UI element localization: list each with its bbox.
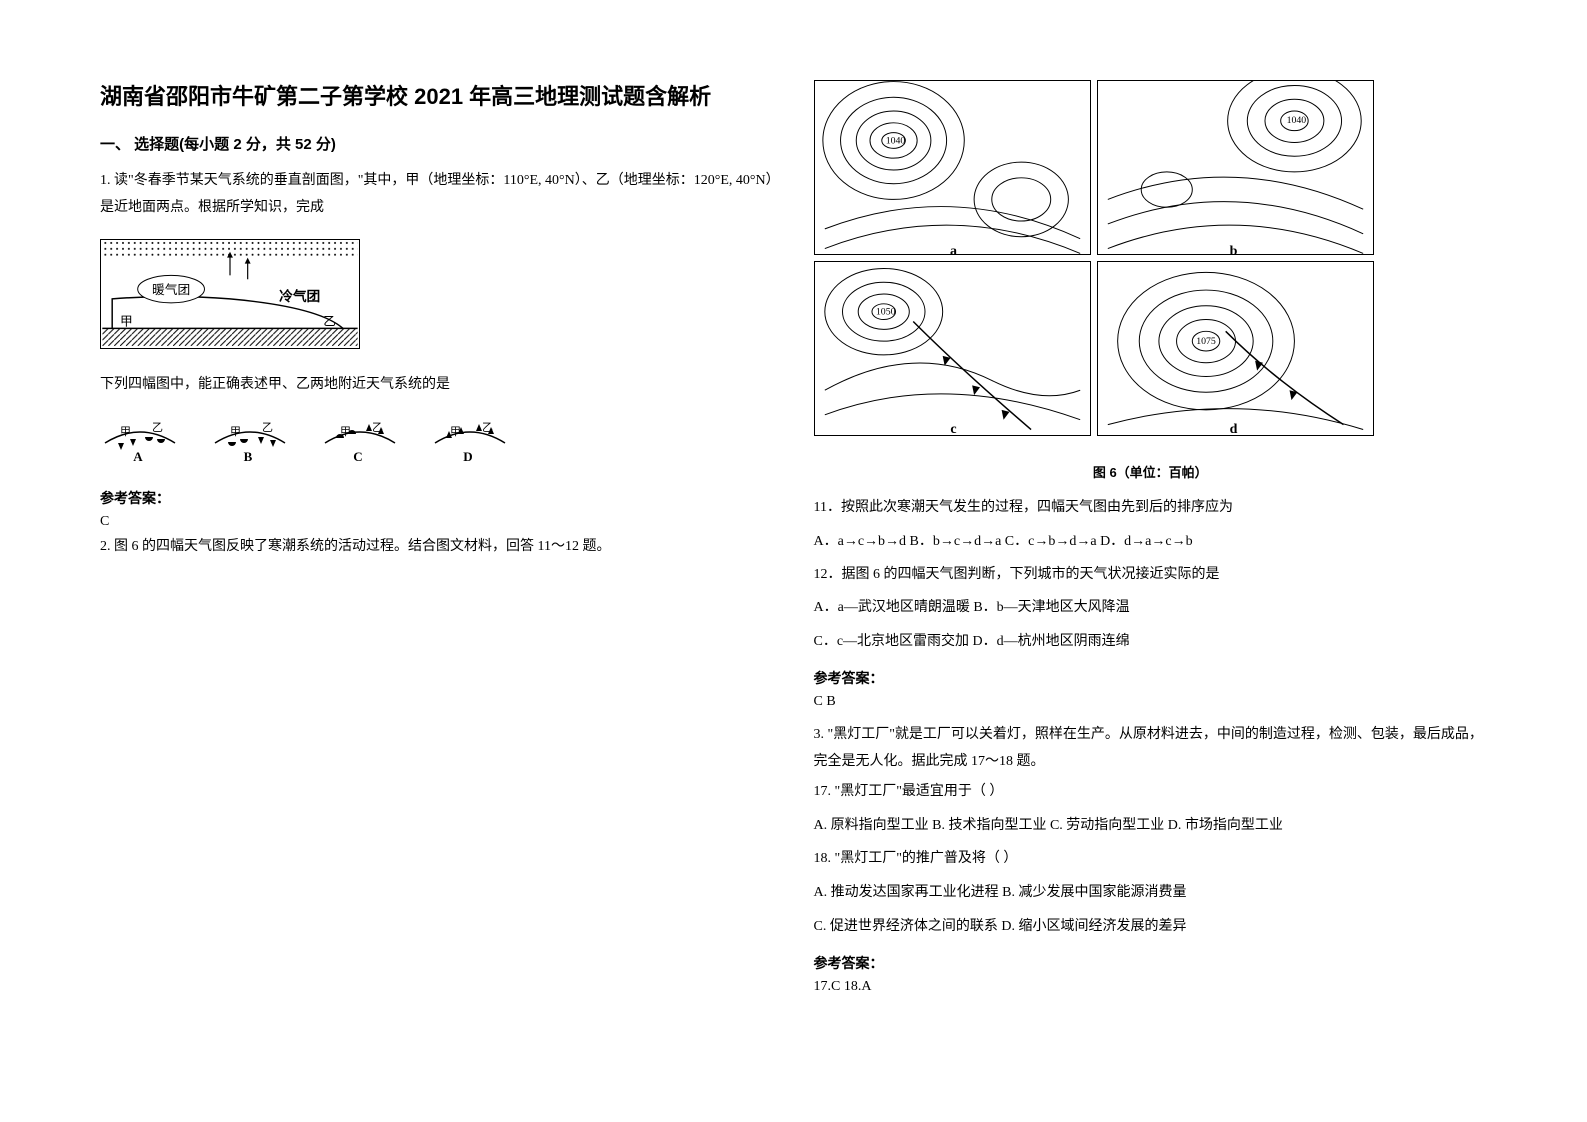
q2-sub12: 12．据图 6 的四幅天气图判断，下列城市的天气状况接近实际的是 bbox=[814, 562, 1488, 589]
q2-sub11-opts: A．a→c→b→d B．b→c→d→a C．c→b→d→a D．d→a→c→b bbox=[814, 528, 1488, 556]
left-column: 湖南省邵阳市牛矿第二子第学校 2021 年高三地理测试题含解析 一、 选择题(每… bbox=[100, 80, 774, 1042]
profile-svg: 暖气团 冷气团 甲 乙 bbox=[100, 239, 360, 349]
q2-sub12-opts-2: C．c—北京地区雷雨交加 D．d—杭州地区阴雨连绵 bbox=[814, 628, 1488, 656]
svg-text:1040: 1040 bbox=[1286, 115, 1306, 126]
svg-text:乙: 乙 bbox=[262, 421, 273, 434]
svg-text:1040: 1040 bbox=[885, 135, 905, 146]
section-head: 一、 选择题(每小题 2 分，共 52 分) bbox=[100, 133, 774, 154]
q3-sub18-opts-1: A. 推动发达国家再工业化进程 B. 减少发展中国家能源消费量 bbox=[814, 879, 1488, 907]
option-a-icon: 甲 乙 A bbox=[100, 413, 180, 468]
svg-text:1050: 1050 bbox=[875, 307, 895, 318]
svg-text:甲: 甲 bbox=[120, 426, 131, 438]
q2-answer-label: 参考答案： bbox=[814, 668, 1488, 688]
option-b-icon: 甲 乙 B bbox=[210, 413, 290, 468]
q2-stem: 2. 图 6 的四幅天气图反映了寒潮系统的活动过程。结合图文材料，回答 11～1… bbox=[100, 534, 774, 561]
svg-text:乙: 乙 bbox=[152, 421, 163, 434]
svg-text:1075: 1075 bbox=[1196, 336, 1216, 347]
weather-map-a: 1040 bbox=[814, 80, 1091, 255]
q2-answer: C B bbox=[814, 694, 1488, 710]
svg-text:B: B bbox=[244, 449, 253, 463]
q1-prompt: 下列四幅图中，能正确表述甲、乙两地附近天气系统的是 bbox=[100, 372, 774, 399]
weather-map-b: 1040 bbox=[1097, 80, 1374, 255]
weather-map-c: 1050 bbox=[814, 261, 1091, 436]
weather-map-d: 1075 bbox=[1097, 261, 1374, 436]
q1-profile-figure: 暖气团 冷气团 甲 乙 bbox=[100, 239, 360, 354]
q3-answer: 17.C 18.A bbox=[814, 979, 1488, 995]
svg-text:A: A bbox=[133, 449, 143, 463]
q1-answer: C bbox=[100, 514, 774, 530]
point-jia: 甲 bbox=[120, 315, 133, 329]
page-title: 湖南省邵阳市牛矿第二子第学校 2021 年高三地理测试题含解析 bbox=[100, 80, 774, 113]
svg-text:D: D bbox=[463, 449, 472, 463]
point-yi: 乙 bbox=[323, 315, 336, 329]
q3-sub17-opts: A. 原料指向型工业 B. 技术指向型工业 C. 劳动指向型工业 D. 市场指向… bbox=[814, 812, 1488, 840]
q1-answer-label: 参考答案： bbox=[100, 488, 774, 508]
q1-options: 甲 乙 A 甲 乙 B 甲 乙 bbox=[100, 413, 774, 468]
q3-answer-label: 参考答案： bbox=[814, 953, 1488, 973]
q2-sub11: 11．按照此次寒潮天气发生的过程，四幅天气图由先到后的排序应为 bbox=[814, 495, 1488, 522]
svg-text:甲: 甲 bbox=[230, 426, 241, 438]
right-column: 1040 1040 bbox=[814, 80, 1488, 1042]
q1-stem: 1. 读"冬春季节某天气系统的垂直剖面图，"其中，甲（地理坐标：110°E, 4… bbox=[100, 168, 774, 221]
figure6-caption: 图 6（单位：百帕） bbox=[814, 462, 1488, 481]
q3-sub17: 17. "黑灯工厂"最适宜用于（ ） bbox=[814, 779, 1488, 806]
warm-label: 暖气团 bbox=[152, 282, 190, 297]
weather-map-grid: 1040 1040 bbox=[814, 80, 1374, 436]
q2-sub12-opts-1: A．a—武汉地区晴朗温暖 B．b—天津地区大风降温 bbox=[814, 594, 1488, 622]
cold-label: 冷气团 bbox=[279, 288, 320, 304]
svg-text:C: C bbox=[353, 449, 362, 463]
q3-sub18-opts-2: C. 促进世界经济体之间的联系 D. 缩小区域间经济发展的差异 bbox=[814, 913, 1488, 941]
q3-stem: 3. "黑灯工厂"就是工厂可以关着灯，照样在生产。从原材料进去，中间的制造过程，… bbox=[814, 722, 1488, 775]
option-d-icon: 甲乙 D bbox=[430, 413, 510, 468]
option-c-icon: 甲乙 C bbox=[320, 413, 400, 468]
q3-sub18: 18. "黑灯工厂"的推广普及将（ ） bbox=[814, 846, 1488, 873]
